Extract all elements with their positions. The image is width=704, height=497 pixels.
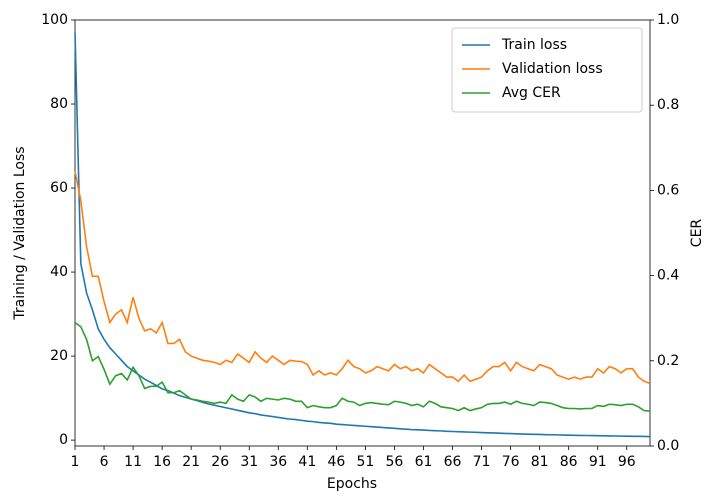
y-tick-label: 40 — [50, 264, 68, 280]
y2-tick-label: 0.6 — [657, 182, 679, 198]
x-tick-label: 16 — [153, 454, 171, 470]
legend-label: Avg CER — [502, 85, 561, 101]
x-axis-label: Epochs — [327, 476, 377, 492]
series-line — [74, 32, 651, 438]
y2-tick-label: 1.0 — [657, 12, 679, 28]
y-tick-label: 100 — [41, 12, 68, 28]
x-tick-label: 76 — [502, 454, 520, 470]
y-tick-label: 20 — [50, 348, 68, 364]
y2-tick-label: 0.8 — [657, 97, 679, 113]
y-tick-label: 60 — [50, 180, 68, 196]
x-tick-label: 91 — [589, 454, 607, 470]
y-tick-label: 0 — [59, 432, 68, 448]
x-tick-label: 61 — [415, 454, 433, 470]
x-tick-label: 6 — [100, 454, 109, 470]
x-tick-label: 51 — [356, 454, 374, 470]
x-tick-label: 56 — [386, 454, 404, 470]
series-line — [74, 171, 651, 385]
x-tick-label: 1 — [71, 454, 80, 470]
x-tick-label: 66 — [444, 454, 462, 470]
x-tick-label: 96 — [618, 454, 636, 470]
legend-label: Train loss — [501, 37, 567, 53]
y2-tick-label: 0.0 — [657, 438, 679, 454]
legend-label: Validation loss — [502, 61, 603, 77]
x-tick-label: 86 — [560, 454, 578, 470]
legend-box — [451, 27, 643, 113]
x-tick-label: 26 — [211, 454, 229, 470]
x-tick-label: 46 — [327, 454, 345, 470]
x-tick-label: 71 — [473, 454, 491, 470]
plot-frame — [74, 19, 651, 447]
x-tick-label: 81 — [531, 454, 549, 470]
y2-axis-label: CER — [689, 219, 704, 248]
y2-tick-label: 0.4 — [657, 268, 679, 284]
y-tick-label: 80 — [50, 96, 68, 112]
x-tick-label: 21 — [182, 454, 200, 470]
x-tick-label: 11 — [124, 454, 142, 470]
y2-tick-label: 0.2 — [657, 353, 679, 369]
series-line — [74, 321, 651, 412]
x-tick-label: 36 — [269, 454, 287, 470]
y-axis-label: Training / Validation Loss — [12, 146, 28, 320]
x-tick-label: 31 — [240, 454, 258, 470]
x-tick-label: 41 — [298, 454, 316, 470]
